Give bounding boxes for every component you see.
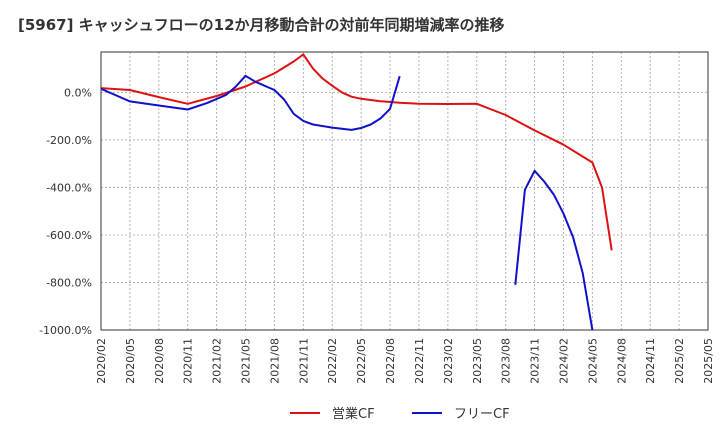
series-line bbox=[514, 169, 594, 330]
x-tick-label: 2024/11 bbox=[644, 338, 657, 384]
x-tick-label: 2022/11 bbox=[413, 338, 426, 384]
series bbox=[101, 53, 613, 330]
series-1 bbox=[101, 53, 613, 251]
x-tick-label: 2025/05 bbox=[702, 338, 715, 384]
x-tick-label: 2020/08 bbox=[153, 338, 166, 384]
x-tick-label: 2025/02 bbox=[673, 338, 686, 384]
series-line bbox=[101, 53, 613, 251]
x-tick-label: 2021/05 bbox=[240, 338, 253, 384]
y-tick-label: -800.0% bbox=[46, 276, 92, 289]
x-tick-label: 2021/02 bbox=[211, 338, 224, 384]
y-tick-label: -1000.0% bbox=[39, 324, 92, 337]
y-tick-label: 0.0% bbox=[64, 86, 92, 99]
x-tick-label: 2021/08 bbox=[268, 338, 281, 384]
plot-frame bbox=[100, 51, 709, 331]
grid bbox=[100, 52, 709, 331]
chart-title: [5967] キャッシュフローの12か月移動合計の対前年同期増減率の推移 bbox=[18, 16, 505, 34]
axes bbox=[100, 51, 709, 331]
x-tick-label: 2024/02 bbox=[557, 338, 570, 384]
x-tick-label: 2021/11 bbox=[297, 338, 310, 384]
x-tick-label: 2023/08 bbox=[500, 338, 513, 384]
x-tick-label: 2022/02 bbox=[326, 338, 339, 384]
x-tick-label: 2024/08 bbox=[615, 338, 628, 384]
y-tick-label: -200.0% bbox=[46, 134, 92, 147]
series-line bbox=[101, 74, 401, 131]
x-tick-label: 2020/02 bbox=[95, 338, 108, 384]
x-tick-label: 2020/11 bbox=[182, 338, 195, 384]
y-tick-label: -600.0% bbox=[46, 229, 92, 242]
x-tick-label: 2023/05 bbox=[471, 338, 484, 384]
x-tick-label: 2023/02 bbox=[442, 338, 455, 384]
plot-background bbox=[101, 52, 708, 330]
x-tick-label: 2024/05 bbox=[586, 338, 599, 384]
legend-label: フリーCF bbox=[454, 407, 510, 422]
series-2 bbox=[101, 74, 594, 330]
legend: 営業CF フリーCF bbox=[290, 406, 510, 422]
x-tick-label: 2022/08 bbox=[384, 338, 397, 384]
x-tick-label: 2023/11 bbox=[529, 338, 542, 384]
y-tick-label: -400.0% bbox=[46, 181, 92, 194]
x-tick-label: 2020/05 bbox=[124, 338, 137, 384]
legend-label: 営業CF bbox=[332, 406, 375, 422]
x-tick-label: 2022/05 bbox=[355, 338, 368, 384]
tick-labels: 0.0% -200.0% -400.0% -600.0% -800.0% -1000.0%… bbox=[39, 86, 715, 383]
